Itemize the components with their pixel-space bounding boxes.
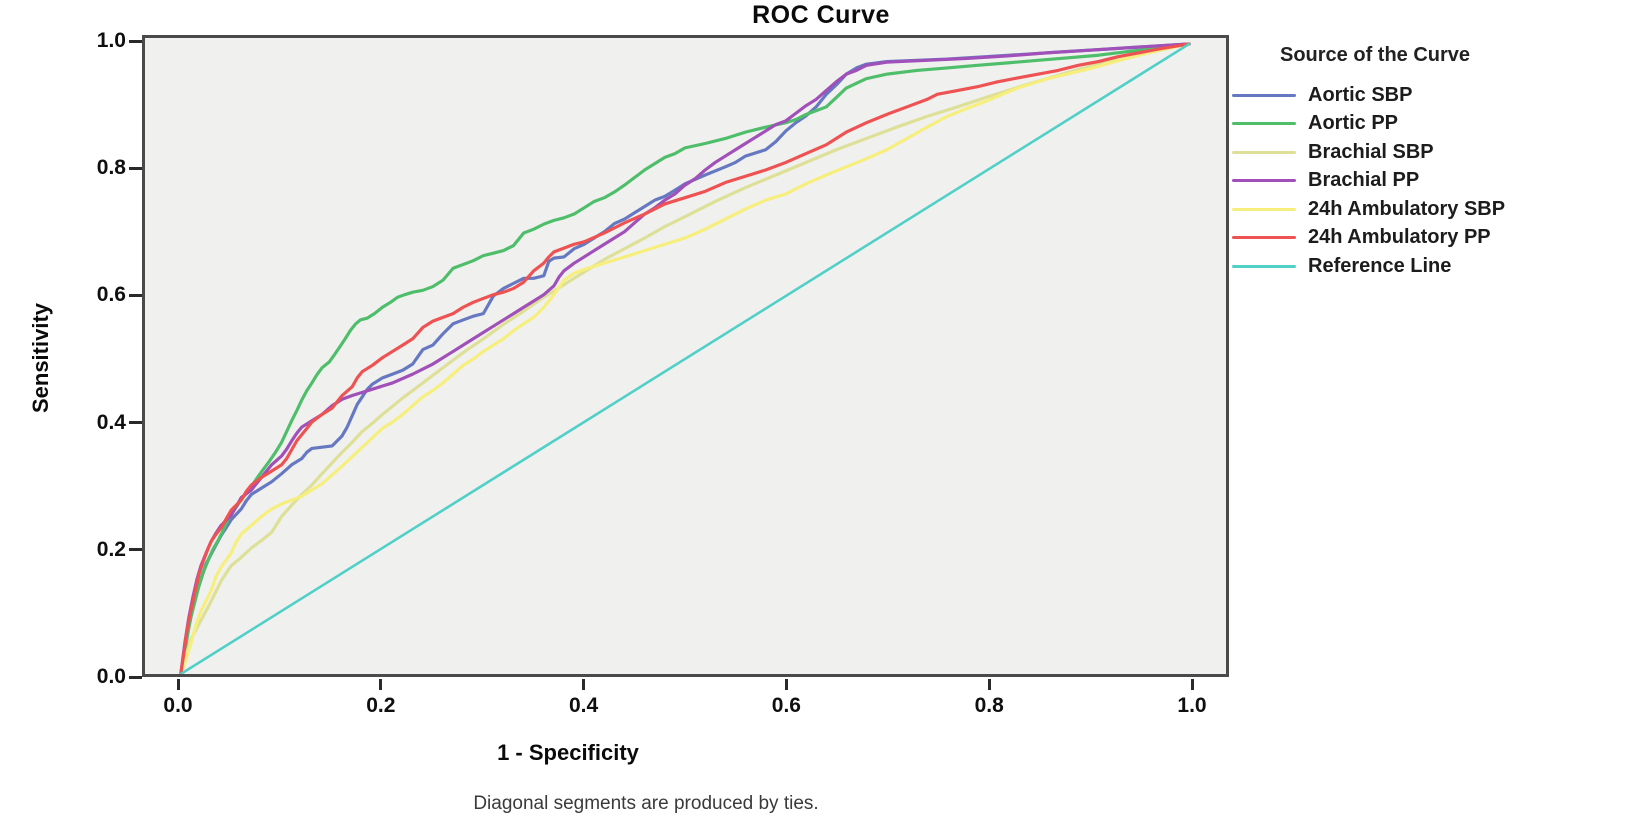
legend-swatch-reference-line: [1232, 264, 1296, 268]
y-tick-label: 0.0: [96, 665, 126, 688]
x-tick-mark: [176, 679, 180, 690]
curve-ambulatory-pp: [179, 42, 1191, 674]
x-axis-title: 1 - Specificity: [497, 740, 639, 765]
y-tick-mark: [129, 421, 142, 425]
legend-label: 24h Ambulatory PP: [1308, 226, 1491, 249]
legend-item-ambulatory-pp: 24h Ambulatory PP: [1228, 224, 1640, 253]
legend-swatch-ambulatory-pp: [1232, 236, 1296, 240]
y-tick-label: 0.8: [96, 156, 126, 180]
page-title: ROC Curve: [752, 1, 890, 29]
curve-brachial-pp: [179, 42, 1191, 674]
legend-item-brachial-sbp: Brachial SBP: [1228, 138, 1640, 167]
y-tick-mark: [129, 293, 142, 297]
x-tick-mark: [784, 679, 788, 690]
curve-brachial-sbp: [179, 42, 1191, 674]
legend-title: Source of the Curve: [1280, 44, 1471, 66]
x-tick-label: 0.8: [974, 694, 1004, 717]
legend-swatch-ambulatory-sbp: [1232, 207, 1296, 211]
legend-label: Brachial SBP: [1308, 140, 1434, 163]
x-tick-label: 0.4: [568, 694, 599, 717]
legend-item-aortic-sbp: Aortic SBP: [1228, 81, 1640, 110]
legend: Source of the Curve Aortic SBP Aortic PP B…: [1228, 44, 1640, 281]
x-tick-mark: [379, 679, 383, 690]
legend-swatch-aortic-pp: [1232, 122, 1296, 126]
y-tick-label: 0.2: [96, 537, 126, 561]
legend-item-reference-line: Reference Line: [1228, 252, 1640, 281]
legend-swatch-aortic-sbp: [1232, 93, 1296, 97]
legend-swatch-brachial-pp: [1232, 179, 1296, 183]
curve-ambulatory-sbp: [179, 42, 1191, 674]
legend-label: Aortic PP: [1308, 112, 1399, 135]
x-tick-label: 0.0: [163, 694, 193, 717]
y-tick-mark: [129, 548, 142, 552]
y-tick-label: 0.4: [96, 410, 126, 434]
y-tick-mark: [129, 39, 142, 43]
x-tick-mark: [1190, 679, 1194, 690]
y-tick-label: 0.6: [96, 283, 126, 307]
x-tick-label: 0.2: [366, 694, 396, 717]
legend-label: Aortic SBP: [1308, 83, 1413, 106]
legend-items: Aortic SBP Aortic PP Brachial SBP Brachial …: [1228, 81, 1640, 281]
legend-item-ambulatory-sbp: 24h Ambulatory SBP: [1228, 195, 1640, 224]
plot-area: [142, 35, 1229, 677]
y-tick-mark: [129, 675, 142, 679]
y-axis-title: Sensitivity: [28, 302, 53, 414]
x-tick-mark: [582, 679, 586, 690]
legend-item-aortic-pp: Aortic PP: [1228, 110, 1640, 139]
roc-svg: [179, 42, 1191, 674]
curve-reference-line: [179, 42, 1191, 674]
x-tick-mark: [987, 679, 991, 690]
x-tick-label: 0.6: [771, 694, 801, 717]
chart-footnote: Diagonal segments are produced by ties.: [473, 793, 819, 814]
legend-label: Reference Line: [1308, 254, 1452, 277]
legend-label: Brachial PP: [1308, 169, 1420, 192]
legend-label: 24h Ambulatory SBP: [1308, 197, 1506, 220]
x-tick-label: 1.0: [1177, 694, 1207, 717]
y-tick-label: 1.0: [96, 29, 126, 52]
legend-item-brachial-pp: Brachial PP: [1228, 167, 1640, 196]
y-tick-mark: [129, 166, 142, 170]
legend-swatch-brachial-sbp: [1232, 150, 1296, 154]
